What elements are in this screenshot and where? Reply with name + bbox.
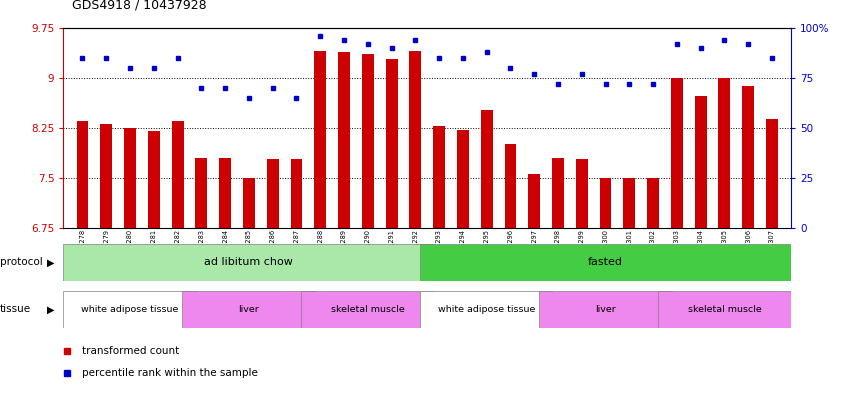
Bar <box>457 130 469 228</box>
Text: liver: liver <box>239 305 259 314</box>
Text: percentile rank within the sample: percentile rank within the sample <box>81 368 257 378</box>
Bar <box>63 244 434 281</box>
Bar <box>766 119 778 228</box>
Bar <box>433 126 445 228</box>
Bar <box>504 145 516 228</box>
Bar <box>172 121 184 228</box>
Bar <box>315 51 327 228</box>
Text: white adipose tissue: white adipose tissue <box>81 305 179 314</box>
Bar <box>301 291 434 328</box>
Bar <box>124 128 136 228</box>
Text: GDS4918 / 10437928: GDS4918 / 10437928 <box>72 0 206 12</box>
Bar <box>266 159 278 228</box>
Text: ▶: ▶ <box>47 257 54 267</box>
Text: ad libitum chow: ad libitum chow <box>205 257 294 267</box>
Bar <box>183 291 316 328</box>
Bar <box>148 131 160 228</box>
Bar <box>362 54 374 228</box>
Bar <box>576 159 588 228</box>
Text: skeletal muscle: skeletal muscle <box>688 305 761 314</box>
Bar <box>695 96 706 228</box>
Bar <box>658 291 791 328</box>
Text: skeletal muscle: skeletal muscle <box>331 305 404 314</box>
Bar <box>386 59 398 228</box>
Bar <box>647 178 659 228</box>
Bar <box>76 121 89 228</box>
Bar <box>539 291 672 328</box>
Text: tissue: tissue <box>0 305 31 314</box>
Text: ▶: ▶ <box>47 305 54 314</box>
Text: fasted: fasted <box>588 257 623 267</box>
Bar <box>481 110 492 228</box>
Bar <box>101 125 113 228</box>
Bar <box>195 158 207 228</box>
Text: liver: liver <box>596 305 616 314</box>
Bar <box>671 78 683 228</box>
Bar <box>552 158 564 228</box>
Bar <box>742 86 754 228</box>
Bar <box>219 158 231 228</box>
Bar <box>420 291 553 328</box>
Bar <box>290 159 302 228</box>
Text: protocol: protocol <box>0 257 43 267</box>
Bar <box>600 178 612 228</box>
Bar <box>528 174 540 228</box>
Bar <box>409 51 421 228</box>
Bar <box>624 178 635 228</box>
Bar <box>63 291 196 328</box>
Text: white adipose tissue: white adipose tissue <box>438 305 536 314</box>
Bar <box>420 244 791 281</box>
Bar <box>338 52 350 228</box>
Bar <box>243 178 255 228</box>
Text: transformed count: transformed count <box>81 346 179 356</box>
Bar <box>718 78 730 228</box>
